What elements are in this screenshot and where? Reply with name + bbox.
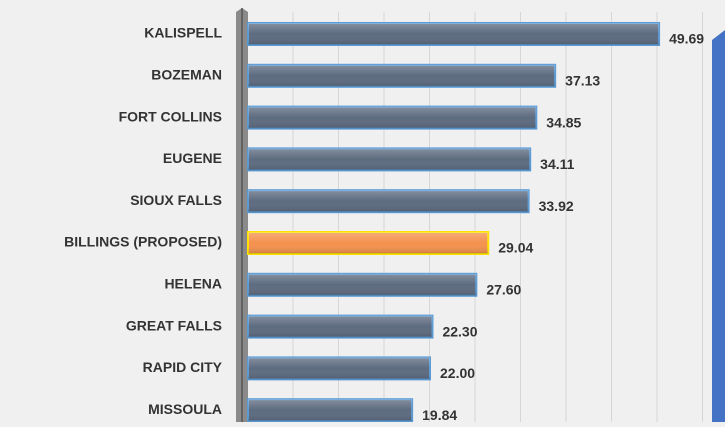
value-label: 22.30 — [442, 323, 477, 339]
bar-shade — [248, 148, 531, 171]
value-label: 33.92 — [539, 198, 574, 214]
bar-shade — [248, 106, 537, 129]
value-label: 34.11 — [540, 156, 574, 172]
bar-shade — [248, 23, 660, 45]
bar-shade — [248, 64, 556, 87]
value-label: 19.84 — [422, 407, 457, 422]
y-tick-label: BILLINGS (PROPOSED) — [64, 234, 222, 250]
y-tick-label: BOZEMAN — [151, 67, 222, 83]
bar-shade — [248, 315, 433, 338]
value-label: 22.00 — [440, 365, 475, 381]
y-tick-label: RAPID CITY — [143, 359, 223, 375]
bar-shade — [248, 399, 413, 422]
y-tick-label: EUGENE — [163, 150, 222, 166]
value-label: 34.85 — [546, 114, 581, 130]
bar-shade — [248, 232, 489, 254]
bar-shade — [248, 190, 529, 213]
y-tick-label: HELENA — [164, 276, 222, 292]
y-tick-label: FORT COLLINS — [119, 108, 222, 124]
y-tick-label: SIOUX FALLS — [130, 192, 222, 208]
bar-shade — [248, 273, 477, 296]
y-tick-label: KALISPELL — [144, 25, 222, 41]
y-tick-label: MISSOULA — [148, 401, 222, 417]
value-label: 29.04 — [498, 240, 533, 256]
side-stripe — [712, 30, 725, 422]
y-tick-label: GREAT FALLS — [126, 317, 222, 333]
value-label: 37.13 — [565, 73, 600, 89]
bar-shade — [248, 357, 430, 380]
value-label: 49.69 — [669, 31, 704, 47]
value-label: 27.60 — [486, 282, 521, 298]
